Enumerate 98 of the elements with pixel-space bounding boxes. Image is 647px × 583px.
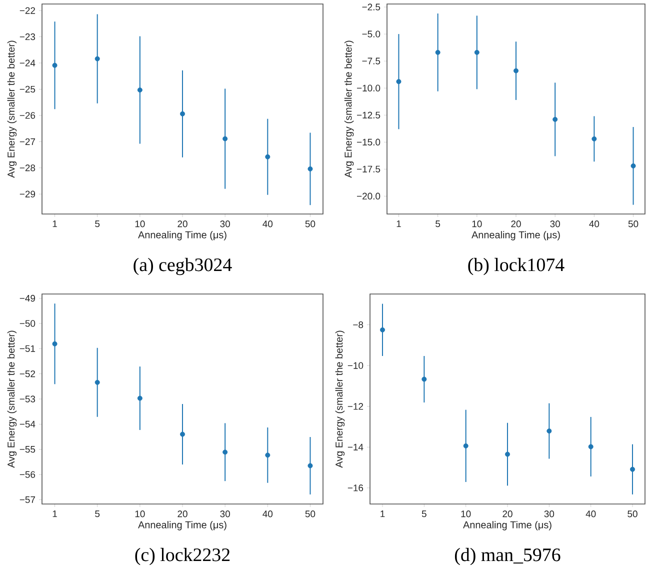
point [514, 68, 519, 74]
y-tick-label: −5.0 [362, 30, 380, 38]
y-tick-label: −23 [20, 33, 36, 40]
y-tick-label: −20.0 [357, 192, 380, 200]
x-tick-label: 30 [544, 510, 554, 518]
point [180, 111, 185, 116]
x-tick-label: 10 [461, 510, 471, 518]
point [435, 50, 440, 55]
x-axis-title: Annealing Time (μs) [463, 521, 552, 530]
text: (b) lock1074 [468, 258, 564, 276]
x-tick-label: 10 [135, 220, 145, 228]
point [592, 136, 597, 142]
y-tick-label: −8 [353, 321, 364, 328]
y-tick-label: −15.0 [357, 138, 380, 146]
y-tick-label: −57 [20, 496, 36, 504]
y-tick-label: −50 [20, 320, 36, 327]
y-tick-label: −24 [20, 60, 36, 66]
point [52, 62, 58, 68]
y-axis-title: Avg Energy (smaller the better) [335, 330, 345, 468]
point [180, 432, 185, 437]
point [546, 428, 552, 434]
y-tick-label: −25 [20, 86, 36, 93]
point [94, 56, 100, 62]
y-tick-label: −14 [348, 444, 364, 450]
x-tick-label: 5 [95, 510, 100, 518]
point [552, 116, 558, 122]
point [265, 452, 270, 458]
x-axis-title: Annealing Time (μs) [138, 521, 226, 530]
x-tick-label: 1 [52, 220, 57, 228]
point [396, 79, 402, 84]
point [222, 450, 228, 455]
point [308, 463, 313, 468]
point [630, 163, 636, 168]
y-tick-label: −28 [20, 164, 36, 172]
y-tick-label: −17.5 [357, 166, 380, 172]
point [474, 50, 480, 55]
point [588, 444, 594, 450]
point [505, 452, 510, 457]
x-tick-label: 50 [305, 220, 316, 228]
x-tick-label: 1 [52, 510, 57, 518]
y-tick-label: −53 [20, 396, 36, 402]
x-tick-label: 40 [262, 510, 273, 518]
point [94, 380, 100, 385]
x-tick-label: 20 [511, 220, 521, 228]
point [463, 443, 468, 448]
y-tick-label: −22 [20, 7, 36, 14]
text: (a) cegb3024 [134, 258, 232, 276]
x-tick-label: 50 [305, 510, 316, 518]
x-tick-label: 5 [95, 220, 100, 228]
point [222, 136, 228, 142]
y-axis-title: Avg Energy (smaller the better) [344, 40, 354, 178]
y-tick-label: −12 [348, 403, 364, 410]
point [265, 154, 270, 160]
y-tick-label: −29 [20, 190, 36, 198]
point [52, 341, 58, 346]
x-tick-label: 10 [472, 220, 482, 228]
y-axis-title: Avg Energy (smaller the better) [7, 330, 17, 468]
point [422, 376, 427, 382]
y-tick-label: −10.0 [357, 84, 380, 92]
y-tick-label: −7.5 [362, 58, 380, 64]
point [308, 166, 313, 172]
x-tick-label: 40 [262, 220, 273, 228]
y-tick-label: −10 [348, 362, 364, 369]
x-tick-label: 1 [396, 220, 401, 228]
y-tick-label: −12.5 [357, 112, 380, 118]
y-tick-label: −26 [20, 112, 36, 119]
x-tick-label: 5 [436, 220, 440, 228]
x-tick-label: 1 [380, 510, 385, 518]
y-tick-label: −56 [20, 471, 36, 478]
x-axis-title: Annealing Time (μs) [138, 231, 226, 240]
y-tick-label: −2.5 [362, 4, 380, 10]
y-axis-title: Avg Energy (smaller the better) [7, 40, 17, 178]
y-tick-label: −54 [20, 420, 36, 428]
y-tick-label: −55 [20, 446, 36, 453]
y-tick-label: −52 [20, 370, 36, 378]
x-axis-title: Annealing Time (μs) [472, 231, 560, 240]
x-tick-label: 50 [628, 220, 638, 228]
point [137, 396, 142, 401]
x-tick-label: 20 [502, 510, 512, 518]
point [380, 327, 386, 332]
x-tick-label: 5 [422, 510, 426, 518]
x-tick-label: 40 [586, 510, 596, 518]
x-tick-label: 20 [178, 510, 188, 518]
y-tick-label: −49 [20, 294, 36, 302]
y-tick-label: −27 [20, 138, 36, 145]
point [630, 466, 636, 472]
x-tick-label: 10 [135, 510, 145, 518]
y-tick-label: −16 [348, 484, 364, 492]
text: (d) man_5976 [454, 548, 560, 566]
x-tick-label: 30 [550, 220, 560, 228]
point [137, 87, 142, 92]
y-tick-label: −51 [20, 345, 36, 352]
x-tick-label: 50 [628, 510, 638, 518]
x-tick-label: 20 [178, 220, 188, 228]
x-tick-label: 30 [220, 220, 230, 228]
x-tick-label: 40 [589, 220, 600, 228]
x-tick-label: 30 [220, 510, 230, 518]
text: (c) lock2232 [135, 548, 230, 566]
